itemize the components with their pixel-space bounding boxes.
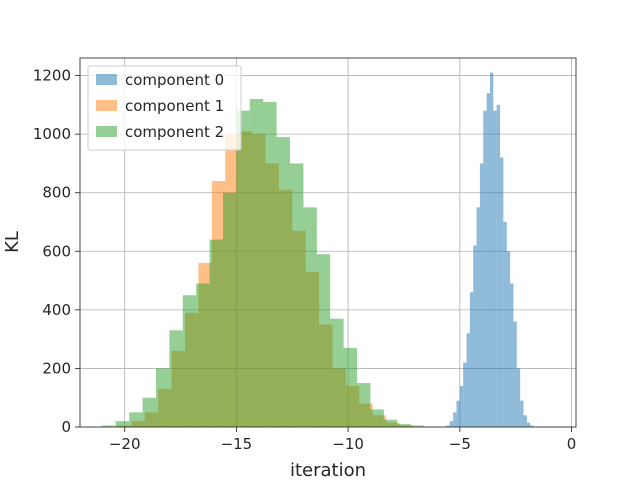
x-tick-label-0: −20 [109,435,141,453]
x-axis-label: iteration [290,460,366,480]
bar-component-0-24 [526,422,531,427]
x-tick-label-4: 0 [567,435,577,453]
bar-component-0-12 [486,93,490,428]
bar-component-2-5 [169,330,183,427]
series-component-2 [102,99,425,428]
bar-component-2-17 [330,318,344,427]
bar-component-0-5 [463,362,467,427]
bar-component-0-13 [489,72,494,428]
legend-box [87,65,242,151]
bar-component-0-22 [520,400,524,427]
bar-component-2-11 [249,99,264,427]
x-tick-label-2: −10 [332,435,364,453]
y-tick-label-0: 0 [61,418,71,436]
legend-swatch-component-1 [96,100,117,111]
x-tick-label-3: −5 [449,435,471,453]
bar-component-2-7 [196,283,210,427]
legend-swatch-component-2 [96,126,117,137]
bar-component-2-9 [222,192,237,427]
bar-component-2-6 [182,295,197,427]
bar-component-0-9 [476,207,480,427]
bar-component-0-23 [523,415,527,427]
bar-component-0-16 [500,157,504,428]
bar-component-2-18 [343,347,358,427]
plot-frame [79,57,577,428]
bar-component-2-3 [142,397,156,427]
bar-component-0-4 [459,386,464,427]
legend: component 0 component 1 component 2 [87,65,242,151]
bar-component-2-14 [290,163,304,427]
bar-component-0-6 [466,333,470,427]
y-tick-label-6: 1200 [33,67,71,85]
y-axis-label: KL [2,231,23,253]
bar-component-2-1 [115,421,130,427]
bar-component-2-15 [303,207,317,427]
bar-component-2-20 [370,409,384,427]
bar-component-0-3 [456,400,460,427]
y-tick-label-2: 400 [42,301,71,319]
bar-component-0-2 [453,412,457,427]
y-tick-label-5: 1000 [33,125,71,143]
bar-component-2-19 [357,383,371,427]
axis-ticks: −20 −15 −10 −5 0 0 200 400 600 800 1000 1200 [33,67,576,453]
legend-label-component-0: component 0 [125,71,224,89]
bar-component-2-16 [316,254,331,427]
bar-component-0-14 [493,110,497,427]
bar-component-0-8 [473,245,477,427]
bar-component-2-23 [410,425,425,427]
y-tick-label-1: 200 [42,359,71,377]
bar-component-0-21 [516,368,521,427]
legend-swatch-component-0 [96,74,117,85]
y-tick-label-3: 600 [42,242,71,260]
bar-component-0-15 [496,104,501,427]
bar-component-0-10 [479,163,484,427]
bar-component-2-10 [236,110,250,427]
x-tick-label-1: −15 [221,435,253,453]
bar-component-2-0 [102,425,116,427]
bar-component-2-22 [397,424,411,427]
bar-component-0-1 [449,421,454,427]
y-tick-label-4: 800 [42,184,71,202]
bar-component-0-20 [513,321,517,427]
bar-component-2-4 [155,368,170,427]
legend-label-component-2: component 2 [125,123,224,141]
bar-component-0-25 [530,425,534,427]
bar-component-0-11 [483,110,487,427]
bar-component-0-19 [510,283,514,427]
series-component-0 [446,72,534,428]
bar-component-2-8 [209,239,223,427]
bar-component-2-13 [276,137,291,428]
bar-component-2-12 [263,101,277,427]
bar-component-0-17 [503,222,507,427]
bar-component-0-18 [506,251,511,427]
bar-component-0-7 [469,292,474,427]
bar-component-2-21 [383,419,398,427]
bar-component-2-2 [129,412,143,427]
histogram-bars [102,72,534,428]
bar-component-0-0 [446,425,450,427]
legend-label-component-1: component 1 [125,97,224,115]
